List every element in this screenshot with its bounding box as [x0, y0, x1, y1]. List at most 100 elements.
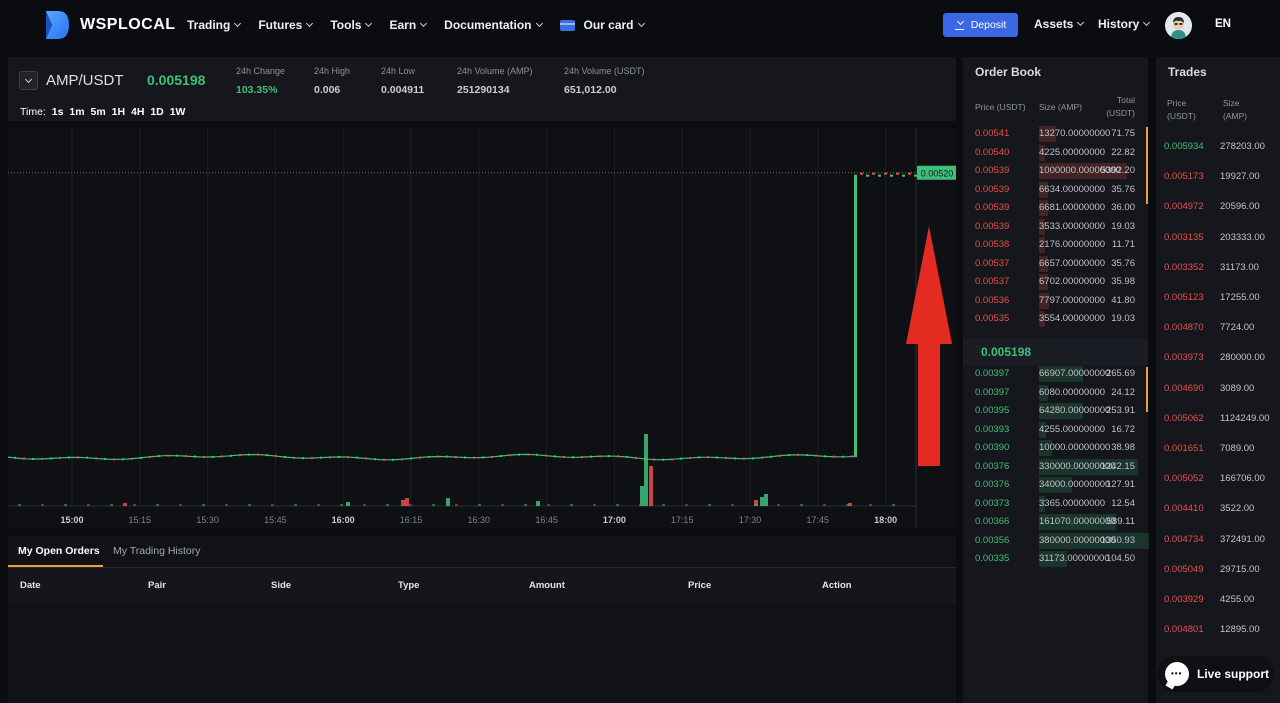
candle: [311, 457, 313, 460]
trade-row: 0.004734 372491.00: [1156, 534, 1280, 550]
ask-row[interactable]: 0.00537 6657.00000000 35.76: [963, 255, 1148, 273]
trades-title: Trades: [1168, 65, 1207, 79]
candle: [158, 455, 160, 458]
volume-bar: [110, 504, 113, 506]
bid-row[interactable]: 0.00395 64280.00000000 253.91: [963, 402, 1148, 420]
volume-bar: [593, 504, 596, 506]
history-menu[interactable]: History: [1098, 17, 1151, 31]
depth-bar: [1039, 237, 1045, 253]
nav-documentation-label: Documentation: [444, 18, 532, 32]
candle: [851, 455, 853, 458]
nav-our-card[interactable]: Our card: [559, 18, 645, 32]
tab-open-orders[interactable]: My Open Orders: [18, 545, 100, 557]
bid-row[interactable]: 0.00373 3365.00000000 12.54: [963, 495, 1148, 513]
pair-dropdown-button[interactable]: [19, 71, 38, 90]
candle: [95, 457, 97, 460]
depth-bar: [1039, 403, 1083, 419]
spike-candle: [854, 174, 857, 458]
ask-row[interactable]: 0.00539 6634.00000000 35.76: [963, 181, 1148, 199]
candle: [914, 174, 917, 177]
tab-trading-history[interactable]: My Trading History: [113, 545, 201, 557]
history-label: History: [1098, 17, 1140, 31]
ask-row[interactable]: 0.00539 1000000.00000000 5392.20: [963, 162, 1148, 180]
trade-price: 0.003135: [1164, 231, 1204, 243]
ask-row[interactable]: 0.00539 6681.00000000 36.00: [963, 199, 1148, 217]
nav-futures[interactable]: Futures: [258, 18, 314, 32]
bid-row[interactable]: 0.00397 66907.00000000 265.69: [963, 365, 1148, 383]
candle: [797, 453, 799, 456]
trade-row: 0.004410 3522.00: [1156, 503, 1280, 519]
ask-row[interactable]: 0.00535 3554.00000000 19.03: [963, 310, 1148, 328]
nav-documentation[interactable]: Documentation: [444, 18, 543, 32]
price-chart[interactable]: 15:00 15:15 15:30 15:45 16:00 16:15 16:30 16:45…: [7, 128, 957, 528]
trade-amount: 3522.00: [1220, 503, 1255, 515]
nav-trading-label: Trading: [187, 18, 231, 32]
ask-row[interactable]: 0.00541 13270.00000000 71.75: [963, 125, 1148, 143]
volume-bar: [754, 500, 758, 506]
volume-bar: [18, 504, 21, 506]
assets-menu[interactable]: Assets: [1034, 17, 1085, 31]
trade-price: 0.003929: [1164, 594, 1204, 605]
bid-row[interactable]: 0.00376 34000.00000000 127.91: [963, 476, 1148, 494]
candle: [257, 453, 259, 456]
ob-price: 0.00366: [975, 516, 1010, 527]
trades-header-price: Price (USDT): [1167, 98, 1196, 121]
stat-24h-high: 24h High 0.006: [314, 66, 350, 96]
language-selector[interactable]: EN: [1215, 18, 1231, 30]
ask-row[interactable]: 0.00537 6702.00000000 35.98: [963, 273, 1148, 291]
candle: [284, 456, 286, 458]
candle: [635, 456, 637, 459]
ob-size: 7797.00000000: [1039, 294, 1106, 306]
live-support-button[interactable]: ••• Live support: [1157, 656, 1274, 692]
timeframe-1w[interactable]: 1W: [169, 106, 186, 118]
bid-row[interactable]: 0.00376 330000.00000000 1242.15: [963, 458, 1148, 476]
candle: [752, 457, 754, 460]
bid-row[interactable]: 0.00335 31173.00000000 104.50: [963, 550, 1148, 568]
ob-total: 36.00: [1111, 202, 1135, 213]
ob-price: 0.00373: [975, 497, 1010, 509]
timeframe-1s[interactable]: 1s: [51, 106, 64, 118]
brand-logo[interactable]: WSPLOCAL: [44, 10, 176, 40]
ob-price: 0.00397: [975, 368, 1010, 379]
candle: [176, 454, 178, 457]
last-price-box: [917, 165, 957, 180]
bid-row[interactable]: 0.00390 10000.00000000 38.98: [963, 439, 1148, 457]
bid-row[interactable]: 0.00397 6080.00000000 24.12: [963, 384, 1148, 402]
timeframe-1h[interactable]: 1H: [111, 106, 126, 118]
bid-row[interactable]: 0.00393 4255.00000000 16.72: [963, 421, 1148, 439]
volume-bar: [662, 504, 665, 506]
timeframe-1d[interactable]: 1D: [150, 106, 164, 118]
ask-row[interactable]: 0.00538 2176.00000000 11.71: [963, 236, 1148, 254]
ask-row[interactable]: 0.00536 7797.00000000 41.80: [963, 292, 1148, 310]
nav-tools[interactable]: Tools: [330, 18, 373, 32]
volume-bar: [248, 504, 251, 506]
chevron-down-icon: [365, 19, 373, 28]
x-tick-label: 15:15: [129, 515, 152, 525]
nav-trading[interactable]: Trading: [187, 18, 242, 32]
candle: [347, 456, 349, 459]
avatar[interactable]: [1165, 12, 1192, 39]
ob-size: 161070.00000000: [1039, 516, 1116, 527]
pair-symbol: AMP/USDT: [46, 72, 124, 89]
candle: [788, 454, 790, 457]
chevron-down-icon: [1077, 18, 1085, 27]
trade-row: 0.003929 4255.00: [1156, 594, 1280, 610]
candle: [221, 455, 223, 458]
bid-row[interactable]: 0.00366 161070.00000000 589.11: [963, 513, 1148, 531]
candle: [884, 172, 887, 175]
bid-row[interactable]: 0.00356 380000.00000000 1350.93: [963, 532, 1149, 550]
ask-row[interactable]: 0.00540 4225.00000000 22.82: [963, 144, 1148, 162]
price-chart-canvas[interactable]: 15:00 15:15 15:30 15:45 16:00 16:15 16:30 16:45…: [7, 128, 957, 528]
ask-row[interactable]: 0.00539 3533.00000000 19.03: [963, 218, 1148, 236]
candle: [527, 453, 529, 456]
timeframe-1m[interactable]: 1m: [69, 106, 85, 118]
timeframe-4h[interactable]: 4H: [130, 106, 145, 118]
deposit-button[interactable]: Deposit: [943, 13, 1018, 37]
nav-earn-label: Earn: [389, 18, 417, 32]
depth-bar: [1039, 366, 1083, 382]
trade-amount: 278203.00: [1220, 141, 1265, 152]
nav-earn[interactable]: Earn: [389, 18, 428, 32]
trade-price: 0.001651: [1164, 443, 1204, 454]
candle: [860, 172, 863, 175]
timeframe-5m[interactable]: 5m: [90, 106, 106, 118]
